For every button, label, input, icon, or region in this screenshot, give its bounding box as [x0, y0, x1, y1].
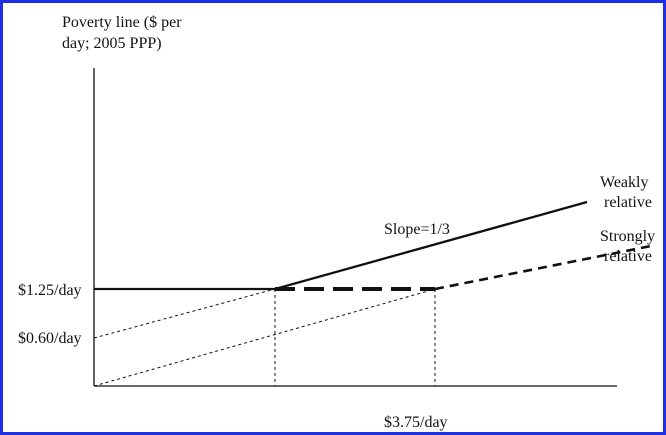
- weakly-relative-line: [94, 200, 588, 291]
- weakly-relative-label-line2: relative: [604, 194, 652, 211]
- strongly-relative-label-line1: Strongly: [600, 228, 655, 245]
- x-tick-label-3-75: $3.75/day: [384, 414, 448, 431]
- guide-line-from-0-60: [93, 288, 276, 339]
- y-axis-title-line1: Poverty line ($ per: [62, 14, 182, 31]
- strongly-relative-slope-segment: [434, 244, 652, 291]
- y-tick-label-1-25: $1.25/day: [18, 282, 82, 299]
- strongly-relative-label-line2: relative: [604, 248, 652, 265]
- weakly-relative-label-line1: Weakly: [600, 174, 648, 191]
- y-tick-label-0-60: $0.60/day: [18, 330, 82, 347]
- guide-line-from-origin: [93, 288, 436, 387]
- y-axis-title-line2: day; 2005 PPP): [62, 35, 162, 52]
- slope-annotation: Slope=1/3: [384, 221, 450, 238]
